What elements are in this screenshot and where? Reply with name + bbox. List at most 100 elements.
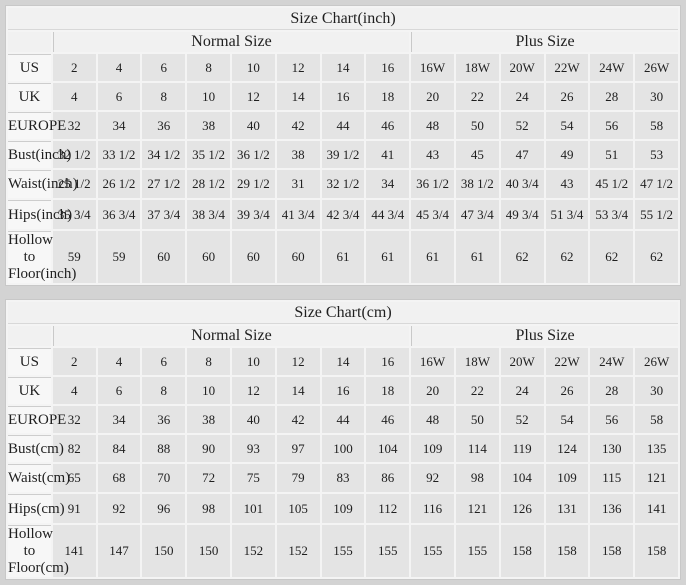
size-cell: 22 xyxy=(455,83,499,110)
size-cell: 26 1/2 xyxy=(97,170,141,198)
group-header-row: Normal Size Plus Size xyxy=(8,32,678,52)
size-cell: 61 xyxy=(455,231,499,283)
size-cell: 36 xyxy=(142,112,186,139)
size-cell: 40 3/4 xyxy=(500,170,544,198)
size-cell: 30 xyxy=(635,83,678,110)
size-cell: 60 xyxy=(276,231,320,283)
size-cell: 38 1/2 xyxy=(455,170,499,198)
size-cell: 12 xyxy=(231,377,275,404)
size-cell: 100 xyxy=(321,435,365,462)
size-cell: 42 xyxy=(276,112,320,139)
size-cell: 62 xyxy=(545,231,589,283)
row-label: EUROPE xyxy=(8,406,66,433)
size-cell: 12 xyxy=(231,83,275,110)
size-cell: 92 xyxy=(97,494,141,523)
size-cell: 147 xyxy=(97,525,141,577)
size-cell: 38 xyxy=(187,112,230,139)
size-cell: 2 xyxy=(52,348,96,375)
size-cell: 44 3/4 xyxy=(366,200,410,229)
table-row: Hips(cm) 91 92 96 98 101 105 109 112 116 121 126 131… xyxy=(8,494,678,523)
size-cell: 8 xyxy=(142,377,186,404)
size-cell: 72 xyxy=(187,464,230,492)
row-label: Hips(inch) xyxy=(8,200,72,229)
size-cell: 32 xyxy=(52,406,96,433)
size-cell: 52 xyxy=(500,112,544,139)
size-cell: 109 xyxy=(411,435,454,462)
row-label: Hollow to Floor(inch) xyxy=(8,231,77,283)
size-cell: 54 xyxy=(545,112,589,139)
size-cell: 4 xyxy=(52,377,96,404)
size-cell: 24 xyxy=(500,83,544,110)
table-row: Hips(inch) 35 3/4 36 3/4 37 3/4 38 3/4 39 3/4… xyxy=(8,200,678,229)
size-cell: 4 xyxy=(97,54,141,81)
size-cell: 30 xyxy=(635,377,678,404)
table-header-cm: Size Chart(cm) Normal Size Plus Size xyxy=(8,302,678,346)
size-cell: 14 xyxy=(276,83,320,110)
size-cell: 83 xyxy=(321,464,365,492)
size-cell: 10 xyxy=(231,54,275,81)
size-cell: 152 xyxy=(276,525,320,577)
size-cell: 46 xyxy=(366,406,410,433)
size-cell: 26 xyxy=(545,377,589,404)
size-cell: 50 xyxy=(455,112,499,139)
size-cell: 45 1/2 xyxy=(590,170,634,198)
size-cell: 32 1/2 xyxy=(321,170,365,198)
size-cell: 12 xyxy=(276,54,320,81)
group-header-normal-size: Normal Size xyxy=(52,326,410,346)
row-label: US xyxy=(8,348,51,375)
size-cell: 58 xyxy=(635,406,678,433)
size-cell: 61 xyxy=(366,231,410,283)
size-cell: 68 xyxy=(97,464,141,492)
size-cell: 35 3/4 xyxy=(52,200,96,229)
size-cell: 150 xyxy=(142,525,186,577)
row-label: US xyxy=(8,54,51,81)
size-cell: 114 xyxy=(455,435,499,462)
size-cell: 53 xyxy=(635,141,678,168)
size-cell: 18 xyxy=(366,83,410,110)
size-cell: 92 xyxy=(411,464,454,492)
size-cell: 22 xyxy=(455,377,499,404)
size-cell: 115 xyxy=(590,464,634,492)
table-row: Bust(cm) 82 84 88 90 93 97 100 104 109 114 119 124 13… xyxy=(8,435,678,462)
size-cell: 96 xyxy=(142,494,186,523)
size-cell: 91 xyxy=(52,494,96,523)
size-cell: 65 xyxy=(52,464,96,492)
table-row: EUROPE 32 34 36 38 40 42 44 46 48 50 52 54 56 58 xyxy=(8,406,678,433)
size-cell: 26 xyxy=(545,83,589,110)
size-cell: 28 xyxy=(590,377,634,404)
size-cell: 41 xyxy=(366,141,410,168)
table-row: Waist(inch) 25 1/2 26 1/2 27 1/2 28 1/2 29 1/… xyxy=(8,170,678,198)
size-cell: 32 1/2 xyxy=(52,141,96,168)
size-cell: 36 xyxy=(142,406,186,433)
table-body-cm: US 2 4 6 8 10 12 14 16 16W 18W 20W 22W 24W 26W UK 4 6 8 10 1… xyxy=(8,348,678,577)
size-cell: 88 xyxy=(142,435,186,462)
size-cell: 126 xyxy=(500,494,544,523)
size-cell: 51 3/4 xyxy=(545,200,589,229)
size-cell: 10 xyxy=(187,83,230,110)
size-cell: 20W xyxy=(500,54,544,81)
size-cell: 121 xyxy=(455,494,499,523)
size-cell: 54 xyxy=(545,406,589,433)
size-cell: 141 xyxy=(52,525,96,577)
size-cell: 28 xyxy=(590,83,634,110)
table-title-inch: Size Chart(inch) xyxy=(8,8,678,30)
table-row: Hollow to Floor(cm) 141 147 150 150 152 152 155… xyxy=(8,525,678,577)
size-cell: 14 xyxy=(321,348,365,375)
size-cell: 45 xyxy=(455,141,499,168)
row-label: Bust(cm) xyxy=(8,435,64,462)
size-cell: 86 xyxy=(366,464,410,492)
size-cell: 8 xyxy=(187,54,230,81)
table-title-cm: Size Chart(cm) xyxy=(8,302,678,324)
group-header-normal-size: Normal Size xyxy=(52,32,410,52)
row-label: EUROPE xyxy=(8,112,66,139)
size-cell: 36 1/2 xyxy=(411,170,454,198)
size-cell: 84 xyxy=(97,435,141,462)
size-cell: 158 xyxy=(545,525,589,577)
table-header-inch: Size Chart(inch) Normal Size Plus Size xyxy=(8,8,678,52)
size-cell: 53 3/4 xyxy=(590,200,634,229)
size-cell: 155 xyxy=(455,525,499,577)
size-cell: 39 3/4 xyxy=(231,200,275,229)
size-cell: 40 xyxy=(231,406,275,433)
size-cell: 4 xyxy=(52,83,96,110)
size-cell: 27 1/2 xyxy=(142,170,186,198)
